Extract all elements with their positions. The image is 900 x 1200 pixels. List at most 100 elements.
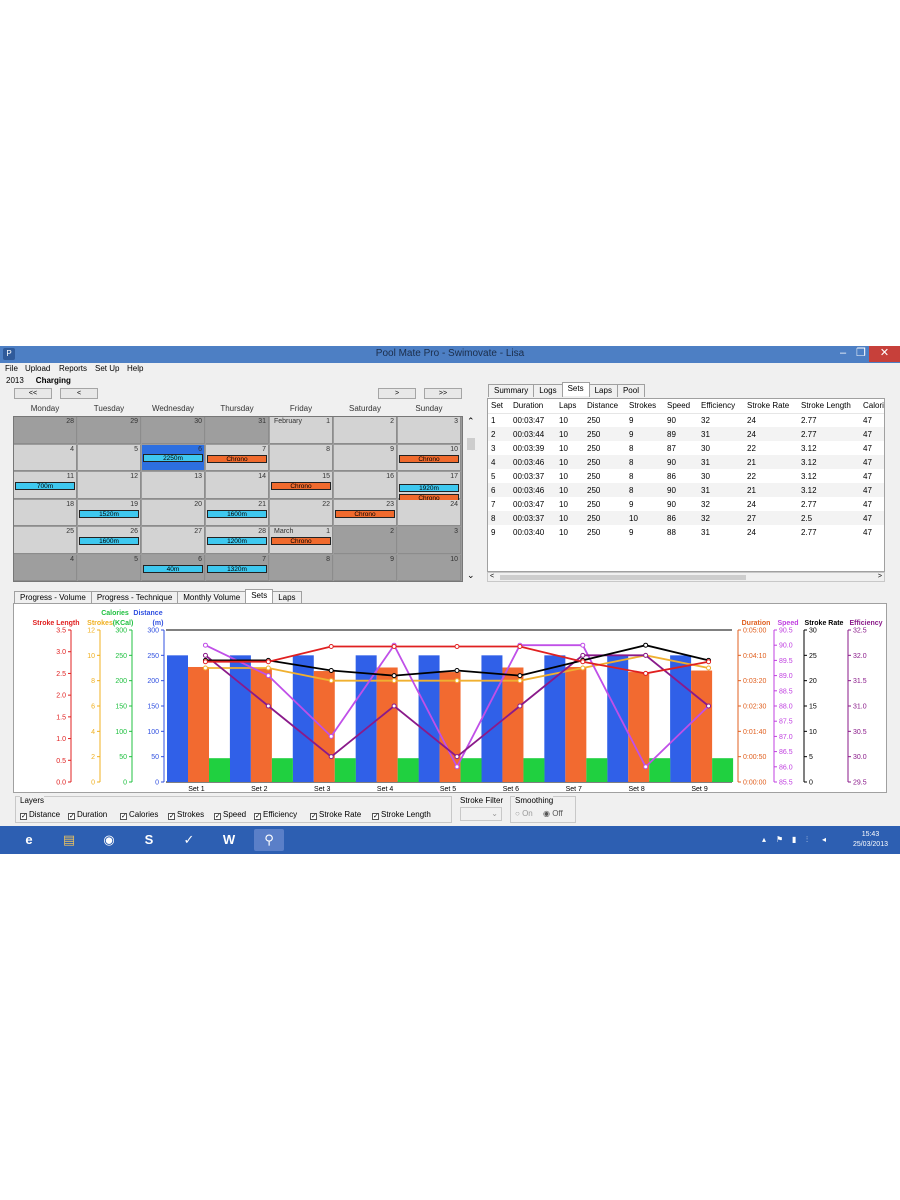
- data-point[interactable]: [454, 668, 460, 674]
- table-row[interactable]: 6 00:03:46 10 250 8 90 31 21 3.12 47: [488, 483, 884, 497]
- calendar-day[interactable]: 1 March Chrono: [270, 527, 333, 554]
- swim-session-event[interactable]: 1920m: [399, 484, 459, 492]
- data-point[interactable]: [706, 659, 712, 665]
- tray-arrow-icon[interactable]: ▴: [762, 835, 767, 844]
- scroll-thumb[interactable]: [467, 438, 475, 450]
- calendar-day[interactable]: 25: [14, 527, 77, 554]
- poolmate-icon[interactable]: ⚲: [254, 829, 284, 851]
- calendar-day[interactable]: 5: [78, 444, 141, 471]
- data-point[interactable]: [265, 703, 271, 709]
- table-row[interactable]: 8 00:03:37 10 250 10 86 32 27 2.5 47: [488, 511, 884, 525]
- swim-session-event[interactable]: 1520m: [79, 509, 139, 518]
- data-point[interactable]: [202, 659, 208, 665]
- column-header[interactable]: Laps: [556, 399, 584, 414]
- column-header[interactable]: Strokes: [626, 399, 664, 414]
- tab-sets[interactable]: Sets: [561, 382, 590, 396]
- data-point[interactable]: [580, 652, 586, 658]
- column-header[interactable]: Speed: [664, 399, 698, 414]
- calendar-day[interactable]: 5: [78, 554, 141, 581]
- chrome-icon[interactable]: ◉: [103, 832, 115, 847]
- smoothing-on-radio[interactable]: ○ On: [515, 809, 533, 818]
- layer-checkbox-speed[interactable]: ✓ Speed: [214, 810, 246, 820]
- data-point[interactable]: [454, 764, 460, 770]
- calendar-day[interactable]: 3: [398, 527, 461, 554]
- bar[interactable]: [712, 758, 734, 782]
- calendar-day[interactable]: 28: [14, 417, 77, 444]
- calendar-day[interactable]: 10: [398, 554, 461, 581]
- word-icon[interactable]: W: [222, 832, 236, 847]
- bar[interactable]: [460, 758, 482, 782]
- chrono-event[interactable]: Chrono: [335, 509, 395, 518]
- calendar-day[interactable]: 7 1320m: [206, 554, 269, 581]
- bar[interactable]: [313, 671, 335, 782]
- tab-summary[interactable]: Summary: [488, 384, 535, 397]
- layer-checkbox-stroke-rate[interactable]: ✓ Stroke Rate: [310, 810, 361, 820]
- chrono-event[interactable]: Chrono: [271, 482, 331, 490]
- menu-setup[interactable]: Set Up: [95, 364, 120, 373]
- bar[interactable]: [691, 670, 713, 782]
- column-header[interactable]: Stroke Length: [798, 399, 860, 414]
- calendar-day[interactable]: 11 700m: [14, 472, 77, 499]
- bar[interactable]: [167, 655, 188, 782]
- stroke-filter-select[interactable]: ⌄: [460, 807, 502, 821]
- data-point[interactable]: [643, 652, 649, 658]
- calendar-day[interactable]: 14: [206, 472, 269, 499]
- data-point[interactable]: [517, 673, 523, 679]
- menu-file[interactable]: File: [5, 364, 18, 373]
- maximize-button[interactable]: ❐: [856, 347, 866, 359]
- calendar-day[interactable]: 30: [142, 417, 205, 444]
- layer-checkbox-distance[interactable]: ✓ Distance: [20, 810, 60, 820]
- calendar-day[interactable]: 17 1920m Chrono: [398, 472, 461, 502]
- network-icon[interactable]: ⫶: [806, 835, 808, 844]
- swim-session-event[interactable]: 40m: [143, 564, 203, 573]
- bar[interactable]: [250, 668, 272, 782]
- calendar-day[interactable]: 31: [206, 417, 269, 444]
- bar[interactable]: [544, 655, 566, 782]
- chrono-event[interactable]: Chrono: [207, 454, 267, 463]
- scroll-left-icon[interactable]: <: [490, 573, 495, 580]
- column-header[interactable]: Calorie: [860, 399, 884, 414]
- ie-icon[interactable]: e: [25, 832, 33, 847]
- data-point[interactable]: [202, 642, 208, 648]
- calendar-day[interactable]: 22: [270, 499, 333, 526]
- tab-laps[interactable]: Laps: [588, 384, 618, 397]
- calendar-day[interactable]: 23 Chrono: [334, 499, 397, 526]
- column-header[interactable]: Stroke Rate: [744, 399, 798, 414]
- swim-session-event[interactable]: 1320m: [207, 564, 267, 573]
- bar[interactable]: [565, 666, 587, 782]
- calendar-day[interactable]: 6 2250m: [142, 444, 205, 471]
- bar[interactable]: [376, 667, 398, 782]
- layer-checkbox-calories[interactable]: ✓ Calories: [120, 810, 158, 820]
- data-point[interactable]: [391, 644, 397, 650]
- data-point[interactable]: [391, 703, 397, 709]
- menu-upload[interactable]: Upload: [25, 364, 51, 373]
- calendar-day[interactable]: 20: [142, 499, 205, 526]
- column-header[interactable]: Set: [488, 399, 510, 414]
- minimize-button[interactable]: –: [839, 347, 847, 359]
- bar[interactable]: [670, 655, 692, 782]
- calendar-day[interactable]: 29: [78, 417, 141, 444]
- bar[interactable]: [649, 758, 671, 782]
- calendar-day[interactable]: 13: [142, 472, 205, 499]
- column-header[interactable]: Duration: [510, 399, 556, 414]
- bar[interactable]: [418, 655, 440, 782]
- calendar-day[interactable]: 9: [334, 554, 397, 581]
- calendar-day[interactable]: 2: [334, 527, 397, 554]
- data-point[interactable]: [202, 652, 208, 658]
- table-row[interactable]: 3 00:03:39 10 250 8 87 30 22 3.12 47: [488, 441, 884, 455]
- bar[interactable]: [628, 672, 650, 782]
- menu-reports[interactable]: Reports: [59, 364, 88, 373]
- column-header[interactable]: Distance: [584, 399, 626, 414]
- data-point[interactable]: [265, 665, 271, 671]
- scroll-up-icon[interactable]: ⌃: [467, 416, 475, 426]
- prev-month-button[interactable]: <: [60, 388, 98, 399]
- tab-logs[interactable]: Logs: [533, 384, 563, 397]
- bar[interactable]: [334, 758, 356, 782]
- calendar-day[interactable]: 2: [334, 417, 397, 444]
- bar[interactable]: [292, 655, 314, 782]
- swim-session-event[interactable]: 2250m: [143, 453, 203, 462]
- calendar-scrollbar[interactable]: ⌃ ⌄: [466, 416, 476, 582]
- data-point[interactable]: [517, 678, 523, 684]
- table-row[interactable]: 9 00:03:40 10 250 9 88 31 24 2.77 47: [488, 525, 884, 539]
- data-point[interactable]: [580, 659, 586, 665]
